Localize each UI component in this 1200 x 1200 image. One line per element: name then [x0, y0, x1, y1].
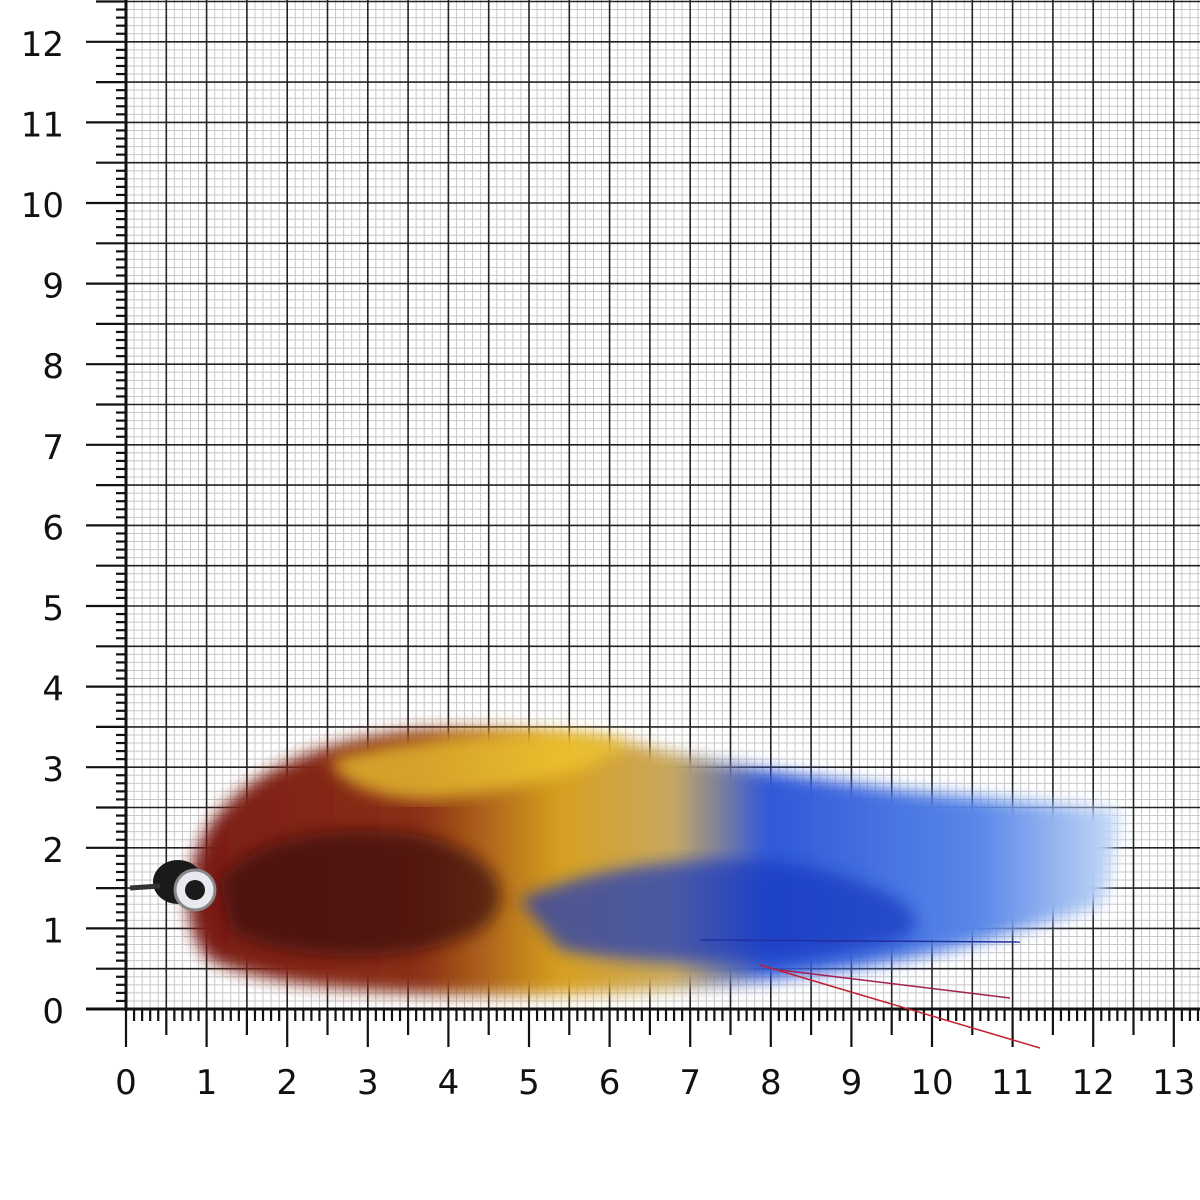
- x-tick-label: 4: [438, 1063, 460, 1103]
- x-tick-label: 13: [1152, 1063, 1195, 1103]
- y-tick-label: 5: [42, 589, 64, 629]
- x-tick-label: 2: [276, 1063, 298, 1103]
- x-tick-label: 11: [991, 1063, 1034, 1103]
- y-tick-label: 3: [42, 750, 64, 790]
- y-tick-label: 2: [42, 831, 64, 871]
- hook-eye: [129, 883, 161, 891]
- x-tick-label: 6: [599, 1063, 621, 1103]
- flash-strand: [759, 964, 1041, 1049]
- x-tick-label: 12: [1072, 1063, 1115, 1103]
- x-tick-label: 5: [518, 1063, 540, 1103]
- x-tick-label: 1: [196, 1063, 218, 1103]
- y-tick-label: 12: [21, 25, 64, 65]
- x-tick-label: 9: [841, 1063, 863, 1103]
- y-tick-label: 8: [42, 347, 64, 387]
- x-tick-label: 7: [679, 1063, 701, 1103]
- y-tick-label: 0: [42, 992, 64, 1032]
- fly-blue-core: [520, 860, 916, 963]
- y-tick-label: 6: [42, 508, 64, 548]
- streamer-fly: [129, 728, 1120, 1049]
- y-tick-label: 9: [42, 267, 64, 307]
- x-tick-label: 0: [115, 1063, 137, 1103]
- x-tick-label: 3: [357, 1063, 379, 1103]
- x-tick-label: 8: [760, 1063, 782, 1103]
- y-tick-label: 11: [21, 105, 64, 145]
- flash-strand: [699, 939, 1021, 943]
- y-tick-label: 10: [21, 186, 64, 226]
- x-tick-label: 10: [910, 1063, 953, 1103]
- fly-yellow-top: [330, 733, 630, 800]
- fly-pupil: [185, 880, 205, 900]
- fly-dark-core: [220, 830, 501, 957]
- flash-strand: [779, 969, 1011, 999]
- y-tick-label: 1: [42, 911, 64, 951]
- y-tick-label: 4: [42, 670, 64, 710]
- y-tick-label: 7: [42, 428, 64, 468]
